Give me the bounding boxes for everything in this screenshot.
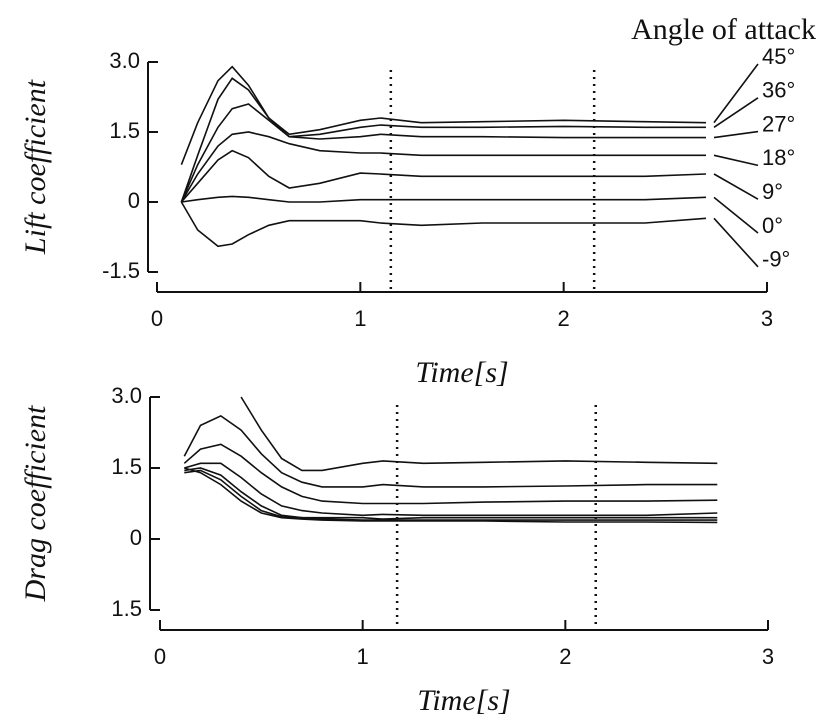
series-line (180, 103, 706, 203)
series-line (184, 467, 718, 524)
legend-leader (713, 217, 759, 268)
y-tick-label: 1.5 (111, 596, 142, 621)
series-line (184, 469, 718, 521)
series-line (240, 396, 718, 472)
series-line (183, 414, 718, 488)
x-tick-label: 0 (151, 306, 163, 331)
x-tick-label: 1 (357, 644, 369, 669)
y-axis-label: Lift coefficient (19, 79, 52, 255)
legend-leader (713, 196, 759, 234)
legend-leader (713, 63, 759, 124)
y-tick-label: 0 (130, 525, 142, 550)
y-tick-label: 3.0 (109, 48, 140, 73)
legend-label: 9° (762, 179, 783, 204)
x-axis-label: Time[s] (415, 356, 508, 389)
series-line (180, 65, 707, 165)
y-tick-label: -1.5 (102, 258, 140, 283)
series-line (181, 195, 707, 203)
legend-leader (713, 173, 759, 200)
y-axis-label: Drag coefficient (19, 405, 52, 602)
legend-label: 27° (762, 111, 795, 136)
series-line (180, 77, 706, 203)
x-tick-label: 3 (761, 306, 773, 331)
series-line (184, 462, 718, 517)
y-tick-label: 1.5 (109, 118, 140, 143)
x-axis-label: Time[s] (417, 684, 510, 717)
legend-label: 36° (762, 78, 795, 103)
x-tick-label: 3 (762, 644, 774, 669)
y-tick-label: 1.5 (111, 454, 142, 479)
legend-title: Angle of attack (631, 13, 816, 46)
legend-leader (713, 130, 759, 139)
y-tick-label: 0 (128, 188, 140, 213)
y-tick-label: 3.0 (111, 383, 142, 408)
legend-leader (713, 154, 759, 167)
x-tick-label: 2 (559, 644, 571, 669)
series-line (184, 467, 718, 520)
legend-label: 0° (762, 213, 783, 238)
series-line (180, 131, 706, 203)
legend-label: -9° (762, 247, 790, 272)
x-tick-label: 0 (154, 644, 166, 669)
legend-label: 18° (762, 145, 795, 170)
legend-label: 45° (762, 44, 795, 69)
series-line (180, 201, 707, 248)
legend-leader (713, 97, 759, 128)
x-tick-label: 1 (354, 306, 366, 331)
series-line (183, 443, 718, 505)
series-line (180, 149, 707, 203)
x-tick-label: 2 (558, 306, 570, 331)
